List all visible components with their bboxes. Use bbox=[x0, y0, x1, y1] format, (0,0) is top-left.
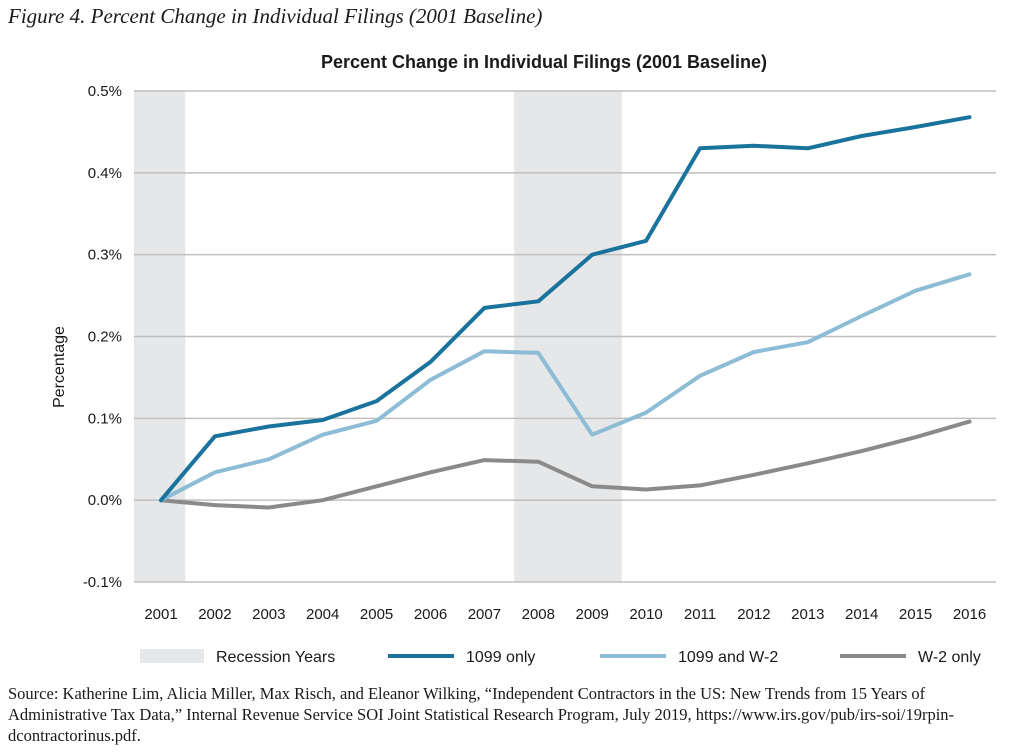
x-tick-label: 2008 bbox=[522, 606, 555, 623]
y-tick-label: 0.3% bbox=[88, 247, 122, 264]
y-tick-label: 0.4% bbox=[88, 165, 122, 182]
series-lines bbox=[159, 115, 972, 510]
legend-label-1099-only: 1099 only bbox=[466, 649, 535, 666]
x-tick-labels: 2001 2002 2003 2004 2005 2006 2007 2008 2009 2010… bbox=[144, 606, 986, 623]
x-tick-label: 2011 bbox=[684, 606, 716, 623]
line-chart: Percent Change in Individual Filings (20… bbox=[51, 52, 996, 666]
x-tick-label: 2010 bbox=[629, 606, 662, 623]
x-tick-label: 2009 bbox=[576, 606, 609, 623]
figure-caption: Figure 4. Percent Change in Individual F… bbox=[8, 4, 543, 28]
x-tick-label: 2006 bbox=[414, 606, 447, 623]
x-tick-label: 2001 bbox=[144, 606, 177, 623]
x-tick-label: 2015 bbox=[899, 606, 932, 623]
x-tick-label: 2007 bbox=[468, 606, 501, 623]
x-tick-label: 2013 bbox=[791, 606, 824, 623]
series-line-1099-only bbox=[159, 115, 972, 503]
legend-label-w2-only: W-2 only bbox=[918, 649, 981, 666]
x-tick-label: 2003 bbox=[252, 606, 285, 623]
y-tick-label: 0.1% bbox=[88, 410, 122, 427]
x-tick-label: 2016 bbox=[953, 606, 986, 623]
x-tick-label: 2005 bbox=[360, 606, 393, 623]
x-tick-label: 2002 bbox=[198, 606, 231, 623]
y-axis-label: Percentage bbox=[51, 326, 68, 408]
y-tick-label: -0.1% bbox=[83, 574, 122, 591]
x-tick-label: 2012 bbox=[737, 606, 770, 623]
chart-title: Percent Change in Individual Filings (20… bbox=[321, 52, 767, 72]
y-tick-label: 0.5% bbox=[88, 83, 122, 100]
x-tick-label: 2014 bbox=[845, 606, 878, 623]
gridlines bbox=[134, 90, 996, 583]
legend-swatch-recession bbox=[140, 649, 204, 663]
x-tick-label: 2004 bbox=[306, 606, 339, 623]
legend-label-1099-and-w2: 1099 and W-2 bbox=[678, 649, 778, 666]
series-line-1099-and-w-2 bbox=[159, 272, 972, 503]
y-tick-label: 0.2% bbox=[88, 329, 122, 346]
legend: Recession Years 1099 only 1099 and W-2 W… bbox=[140, 649, 981, 666]
legend-label-recession: Recession Years bbox=[216, 649, 335, 666]
y-tick-label: 0.0% bbox=[88, 492, 122, 509]
source-note: Source: Katherine Lim, Alicia Miller, Ma… bbox=[8, 684, 955, 745]
series-line-w-2-only bbox=[159, 419, 972, 510]
y-tick-labels: 0.5% 0.4% 0.3% 0.2% 0.1% 0.0% -0.1% bbox=[83, 83, 122, 591]
